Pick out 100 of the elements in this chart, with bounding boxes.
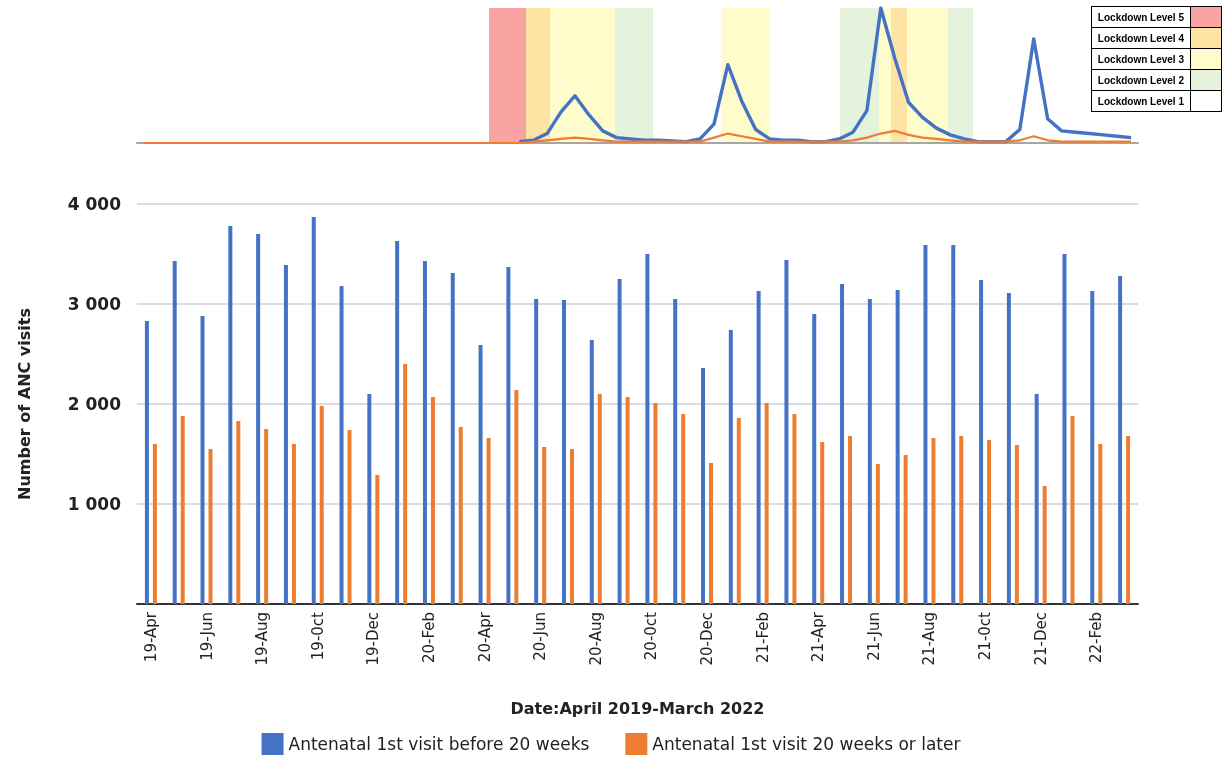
bar bbox=[291, 444, 296, 604]
bar bbox=[256, 234, 261, 604]
bar bbox=[764, 403, 769, 604]
bar bbox=[923, 245, 928, 604]
bar bbox=[367, 394, 372, 604]
bar bbox=[848, 436, 853, 604]
bar bbox=[1098, 444, 1103, 604]
bar bbox=[208, 449, 213, 604]
annotation: Lockdown Level 5 bbox=[1091, 6, 1191, 28]
bar bbox=[736, 418, 741, 604]
bar bbox=[701, 368, 706, 604]
bar bbox=[450, 273, 455, 604]
bar bbox=[236, 421, 241, 604]
bar bbox=[784, 260, 789, 604]
legend-label: Antenatal 1st visit before 20 weeks bbox=[288, 734, 590, 754]
bar bbox=[1126, 436, 1131, 604]
bar bbox=[569, 449, 574, 604]
bar bbox=[534, 299, 539, 604]
bar bbox=[625, 397, 630, 604]
annotation: Lockdown Level 3 bbox=[1091, 48, 1191, 70]
bar bbox=[959, 436, 964, 604]
x-tick-label: 19-Jun bbox=[197, 612, 216, 661]
y-tick-label: 1 000 bbox=[67, 494, 122, 514]
x-tick-label: 19-Dec bbox=[364, 612, 383, 666]
x-tick-label: 22-Feb bbox=[1087, 612, 1106, 664]
bar bbox=[144, 321, 149, 604]
bar bbox=[403, 364, 408, 604]
bar bbox=[339, 286, 344, 604]
bar bbox=[319, 406, 324, 604]
bar bbox=[506, 267, 511, 604]
x-tick-label: 21-Aug bbox=[920, 612, 939, 666]
x-tick-label: 21-Apr bbox=[809, 611, 828, 663]
y-axis-title: Number of ANC visits bbox=[14, 308, 34, 500]
bar bbox=[561, 300, 566, 604]
bar bbox=[673, 299, 678, 604]
x-tick-label: 20-0ct bbox=[642, 611, 661, 661]
x-tick-label: 20-Aug bbox=[586, 612, 605, 666]
bar bbox=[617, 279, 622, 604]
bar bbox=[979, 280, 984, 604]
x-tick-label: 19-Apr bbox=[141, 611, 160, 663]
x-tick-label: 20-Jun bbox=[531, 612, 550, 661]
bar bbox=[931, 438, 936, 604]
bar bbox=[1062, 254, 1067, 604]
bar bbox=[709, 463, 714, 604]
bar bbox=[792, 414, 797, 604]
annotation: Lockdown Level 4 bbox=[1091, 27, 1191, 49]
x-tick-label: 21-Dec bbox=[1031, 612, 1050, 666]
x-tick-label: 20-Dec bbox=[698, 612, 717, 666]
bar bbox=[458, 427, 463, 604]
y-tick-label: 3 000 bbox=[67, 294, 122, 314]
bar bbox=[589, 340, 594, 604]
x-tick-label: 20-Apr bbox=[475, 611, 494, 663]
bar bbox=[1034, 394, 1039, 604]
x-axis-title: Date:April 2019-March 2022 bbox=[510, 698, 765, 718]
bar bbox=[903, 455, 908, 604]
bar bbox=[653, 403, 658, 604]
bar bbox=[1006, 293, 1011, 604]
x-tick-label: 20-Feb bbox=[419, 612, 438, 664]
bar bbox=[430, 397, 435, 604]
bar bbox=[681, 414, 686, 604]
y-tick-label: 4 000 bbox=[67, 194, 122, 214]
bar bbox=[422, 261, 427, 604]
bar bbox=[812, 314, 817, 604]
bar bbox=[1090, 291, 1095, 604]
bar bbox=[172, 261, 177, 604]
bar bbox=[514, 390, 519, 604]
x-tick-label: 21-Feb bbox=[753, 612, 772, 664]
annotation: Lockdown Level 1 bbox=[1091, 90, 1191, 112]
x-tick-label: 19-Aug bbox=[253, 612, 272, 666]
bar bbox=[875, 464, 880, 604]
bar bbox=[1070, 416, 1075, 604]
bar bbox=[542, 447, 547, 604]
bar bbox=[180, 416, 185, 604]
bar bbox=[264, 429, 269, 604]
bar bbox=[228, 226, 233, 604]
bar bbox=[395, 241, 400, 604]
x-tick-label: 19-0ct bbox=[308, 611, 327, 661]
bar bbox=[867, 299, 872, 604]
x-tick-label: 21-0ct bbox=[976, 611, 995, 661]
x-tick-label: 21-Jun bbox=[864, 612, 883, 661]
bar bbox=[987, 440, 992, 604]
bar bbox=[895, 290, 900, 604]
bar bbox=[597, 394, 602, 604]
annotation: Lockdown Level 2 bbox=[1091, 69, 1191, 91]
bar bbox=[756, 291, 761, 604]
bar bbox=[200, 316, 205, 604]
bar bbox=[951, 245, 956, 604]
bar bbox=[1042, 486, 1047, 604]
bar bbox=[478, 345, 483, 604]
bar bbox=[1118, 276, 1123, 604]
bar bbox=[375, 475, 380, 604]
bar bbox=[152, 444, 157, 604]
y-tick-label: 2 000 bbox=[67, 394, 122, 414]
bar bbox=[283, 265, 288, 604]
bar bbox=[820, 442, 825, 604]
bar bbox=[1014, 445, 1019, 604]
bar bbox=[645, 254, 650, 604]
bar bbox=[311, 217, 316, 604]
bar bbox=[486, 438, 491, 604]
bar bbox=[728, 330, 733, 604]
